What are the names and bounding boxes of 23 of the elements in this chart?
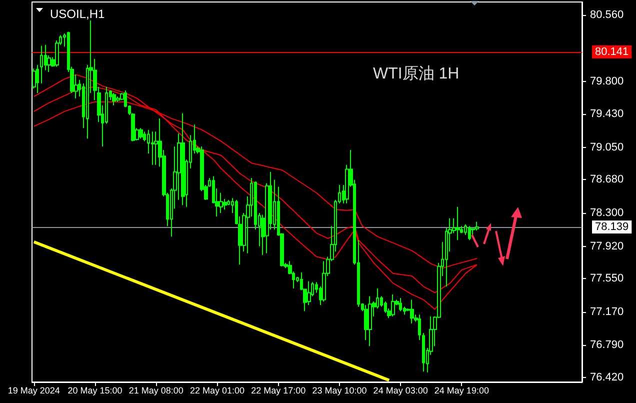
x-tick-label: 22 May 17:00 [251, 386, 306, 396]
y-tick-label: 76.420 [590, 372, 624, 384]
chart-title: USOIL,H1 [50, 7, 106, 21]
y-tick-label: 77.170 [590, 306, 624, 318]
y-tick-label: 79.430 [590, 108, 624, 120]
ref-line-label: 78.139 [595, 221, 629, 234]
x-tick-label: 21 May 08:00 [128, 386, 184, 396]
y-tick-label: 79.800 [590, 76, 624, 88]
x-tick-label: 19 May 2024 [8, 386, 60, 396]
ref-line-label: 80.141 [595, 46, 629, 58]
y-tick-label: 78.680 [590, 174, 624, 186]
x-tick-label: 22 May 01:00 [190, 386, 245, 396]
y-tick-label: 77.550 [590, 272, 624, 285]
x-tick-label: 23 May 10:00 [312, 386, 367, 396]
y-tick-label: 76.790 [590, 339, 624, 352]
annotation: WTI原油 1H [373, 64, 460, 82]
y-tick-label: 80.560 [590, 9, 624, 22]
y-tick-label: 78.300 [590, 207, 624, 220]
x-tick-label: 24 May 03:00 [373, 386, 428, 396]
x-tick-label: 20 May 15:00 [68, 386, 122, 396]
y-tick-label: 77.920 [590, 240, 624, 252]
y-tick-label: 79.050 [590, 141, 624, 154]
x-tick-label: 24 May 19:00 [434, 386, 489, 396]
